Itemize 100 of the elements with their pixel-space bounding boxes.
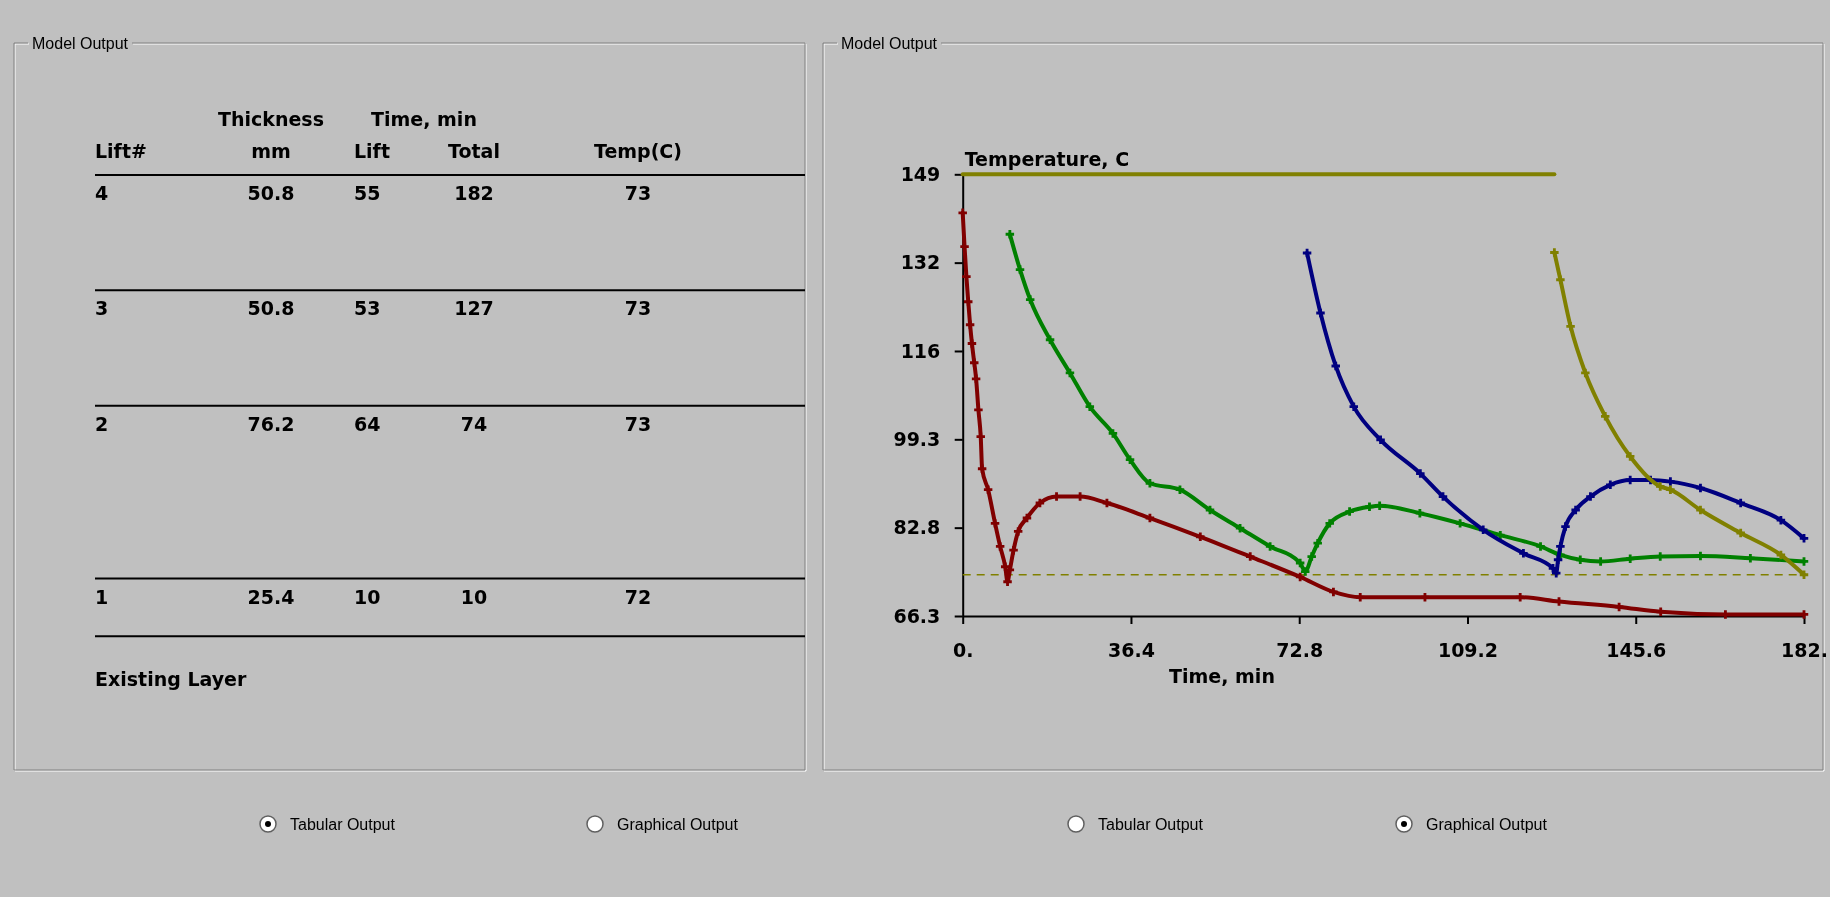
point xyxy=(1736,498,1745,508)
point xyxy=(1005,230,1015,239)
point xyxy=(1515,593,1525,602)
point xyxy=(1799,534,1809,543)
point xyxy=(1125,455,1135,464)
point xyxy=(1349,402,1359,411)
x-axis-title: Time, min xyxy=(1169,665,1275,687)
point xyxy=(1496,530,1505,540)
point xyxy=(1438,492,1448,501)
y-axis-title: Temperature, C xyxy=(964,148,1130,171)
category-label: Temp(C) xyxy=(593,140,683,162)
text: 73 xyxy=(624,297,652,320)
category-label: 3 xyxy=(95,297,109,320)
point xyxy=(1455,519,1465,528)
category-label: mm xyxy=(251,140,291,162)
category-label: Lift# xyxy=(95,140,147,162)
text: 72 xyxy=(624,585,652,608)
point xyxy=(1085,402,1095,411)
text: 10 xyxy=(460,585,488,608)
point xyxy=(1265,542,1275,551)
point xyxy=(1329,587,1338,597)
text: Graphical Output xyxy=(1426,816,1548,833)
point xyxy=(990,519,1000,528)
point xyxy=(977,464,987,474)
point xyxy=(1300,567,1310,576)
text: 182 xyxy=(454,182,494,204)
y-tick-label: 99.3 xyxy=(893,427,941,450)
point xyxy=(970,358,979,367)
point xyxy=(1561,522,1570,531)
point xyxy=(995,542,1005,551)
point xyxy=(1376,435,1385,445)
text: Tabular Output xyxy=(1098,816,1204,833)
point xyxy=(1365,502,1374,512)
category-label: 1 xyxy=(95,585,109,608)
point xyxy=(971,374,981,384)
text: Tabular Output xyxy=(290,816,396,833)
text: Model Output xyxy=(32,35,129,52)
point xyxy=(1566,322,1575,331)
point xyxy=(1666,485,1675,494)
point xyxy=(1625,452,1635,461)
text: 50.8 xyxy=(247,182,295,204)
text: 53 xyxy=(354,297,381,320)
x-tick-label: 72.8 xyxy=(1276,639,1324,662)
point xyxy=(965,320,975,329)
point xyxy=(1656,482,1665,491)
point xyxy=(1196,532,1205,541)
category-label: 4 xyxy=(95,182,109,204)
text: 25.4 xyxy=(247,585,295,608)
point xyxy=(1015,265,1025,274)
point xyxy=(1586,492,1595,501)
point xyxy=(1316,308,1325,318)
text: Graphical Output xyxy=(617,816,739,833)
point xyxy=(1576,555,1585,565)
point xyxy=(1746,553,1755,563)
text: 73 xyxy=(624,412,652,435)
point xyxy=(1345,507,1354,516)
point xyxy=(1536,542,1545,551)
text: 73 xyxy=(624,182,652,204)
point xyxy=(1045,335,1055,344)
point xyxy=(1606,480,1615,490)
point xyxy=(1420,593,1430,602)
y-tick-label: 132 xyxy=(900,251,941,274)
point xyxy=(1614,602,1624,612)
point xyxy=(1013,527,1023,536)
y-tick-label: 116 xyxy=(900,339,941,362)
x-tick-label: 145.6 xyxy=(1606,639,1667,662)
point xyxy=(1245,552,1255,561)
text: 10 xyxy=(354,585,381,608)
point xyxy=(1108,429,1118,438)
text: Thickness xyxy=(218,108,324,130)
point xyxy=(1145,478,1155,488)
point xyxy=(1776,515,1786,525)
chart-title: Model Output xyxy=(841,35,938,52)
text: 55 xyxy=(354,182,381,204)
text: 64 xyxy=(354,412,381,435)
point xyxy=(1600,412,1610,421)
point xyxy=(1556,275,1565,285)
point xyxy=(1556,542,1565,551)
x-tick-label: 109.2 xyxy=(1437,639,1499,662)
text: 50.8 xyxy=(247,297,295,320)
point xyxy=(1009,545,1018,555)
text: Time, min xyxy=(371,108,477,130)
text: Existing Layer xyxy=(95,668,248,691)
point xyxy=(1355,593,1365,602)
text: 127 xyxy=(454,297,494,320)
point xyxy=(1625,554,1635,563)
point xyxy=(967,339,977,348)
point xyxy=(1415,508,1425,518)
y-tick-label: 82.8 xyxy=(893,516,941,539)
category-label: Lift xyxy=(354,140,390,162)
point xyxy=(1519,549,1528,558)
text: 76.2 xyxy=(247,412,295,435)
point xyxy=(1581,368,1590,378)
x-tick-label: 182. xyxy=(1781,639,1828,662)
x-tick-label: 0. xyxy=(952,639,974,662)
point xyxy=(1325,519,1334,528)
text: 74 xyxy=(460,412,488,435)
point xyxy=(1331,361,1340,371)
point xyxy=(1571,505,1580,515)
point xyxy=(1696,505,1705,515)
